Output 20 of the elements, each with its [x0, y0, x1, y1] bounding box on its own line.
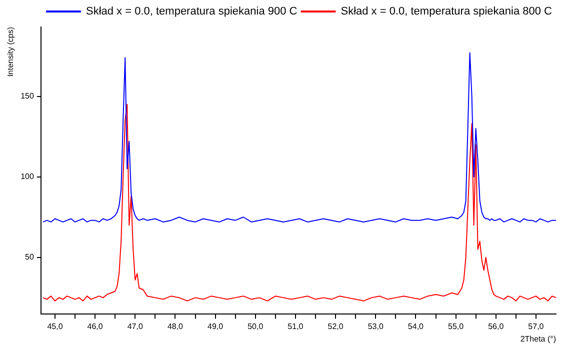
x-tick-label: 54,0 — [408, 322, 424, 331]
y-tick-label: 50 — [25, 252, 34, 262]
x-tick-label: 48,0 — [167, 322, 184, 331]
x-tick-label: 49,0 — [208, 322, 224, 331]
y-axis-title: Intensity (cps) — [6, 26, 16, 77]
x-tick-label: 52,0 — [328, 322, 344, 331]
legend-label: Skład x = 0.0, temperatura spiekania 800 C — [340, 6, 552, 18]
x-tick-label: 47,0 — [127, 322, 144, 331]
x-tick-label: 45,0 — [47, 322, 64, 331]
y-tick-label: 100 — [20, 172, 34, 182]
x-tick-label: 57,0 — [528, 322, 544, 331]
x-tick-label: 53,0 — [368, 322, 384, 331]
x-tick-label: 51,0 — [288, 322, 304, 331]
y-tick-label: 150 — [20, 91, 34, 100]
x-tick-label: 50,0 — [248, 322, 264, 331]
x-tick-label: 46,0 — [87, 322, 104, 331]
legend-label: Skład x = 0.0, temperatura spiekania 900 C — [86, 6, 298, 18]
x-axis-title: 2Theta (°) — [520, 334, 556, 344]
x-tick-label: 55,0 — [448, 322, 464, 331]
x-tick-label: 56,0 — [488, 322, 504, 331]
